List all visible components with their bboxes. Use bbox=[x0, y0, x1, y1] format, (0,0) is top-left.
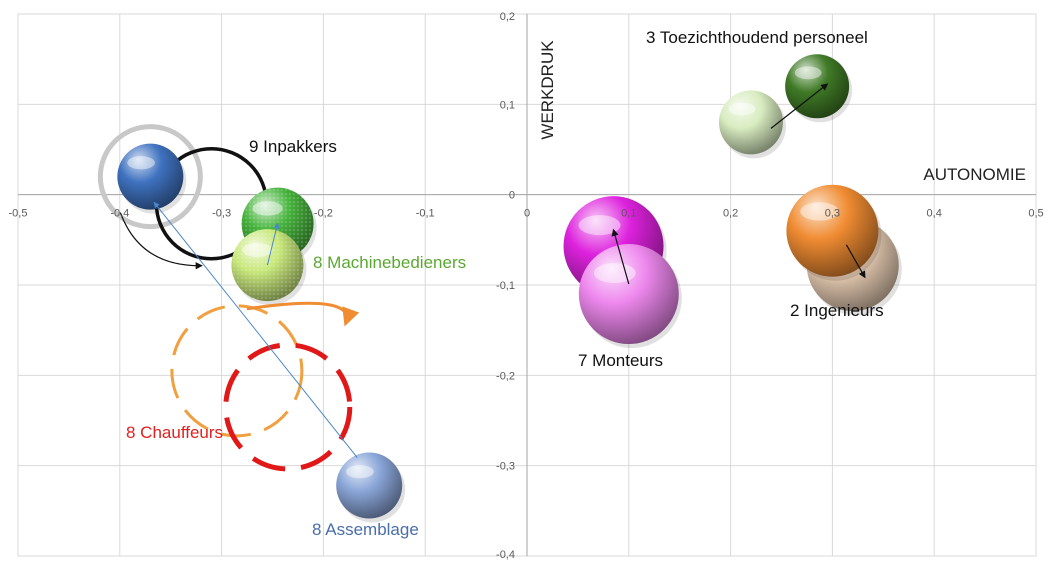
x-tick-label: -0,3 bbox=[212, 208, 231, 220]
x-tick-label: -0,2 bbox=[314, 208, 333, 220]
x-tick-label: 0,1 bbox=[621, 208, 636, 220]
x-tick-label: 0,3 bbox=[825, 208, 840, 220]
arrow-assemblage bbox=[153, 201, 358, 458]
y-tick-label: 0,2 bbox=[500, 11, 515, 23]
x-tick-label: 0,2 bbox=[723, 208, 738, 220]
arrow-machinebedieners bbox=[266, 222, 280, 266]
axes bbox=[18, 14, 1036, 556]
group-label: 8 Chauffeurs bbox=[126, 423, 223, 442]
bubble-toezicht-from bbox=[718, 90, 786, 159]
y-tick-label: 0 bbox=[509, 190, 515, 202]
bubble-toezicht-to bbox=[785, 54, 853, 123]
x-tick-label: 0,5 bbox=[1028, 208, 1043, 220]
ring-inpakkers-from bbox=[97, 124, 203, 230]
group-label: 3 Toezichthoudend personeel bbox=[646, 28, 868, 47]
tick-labels: -0,5 -0,4 -0,3 -0,2 -0,1 0 0,1 0,2 0,3 0,4 0,5 0,2 0… bbox=[9, 11, 1044, 561]
x-tick-label: -0,1 bbox=[416, 208, 435, 220]
x-tick-label: 0,4 bbox=[927, 208, 942, 220]
arrows bbox=[119, 83, 866, 458]
bubble-inpakkers bbox=[117, 143, 187, 214]
group-label: 9 Inpakkers bbox=[249, 137, 337, 156]
group-label: 7 Monteurs bbox=[578, 351, 663, 370]
ring-chauffeurs-to bbox=[223, 342, 353, 472]
x-axis-title: AUTONOMIE bbox=[923, 165, 1026, 184]
arrow-chauffeurs bbox=[246, 301, 360, 327]
arrow-toezicht bbox=[770, 83, 829, 129]
y-tick-label: -0,3 bbox=[496, 461, 515, 473]
bubble-monteurs-from bbox=[578, 244, 682, 349]
x-tick-label: -0,4 bbox=[110, 208, 129, 220]
bubble-assemblage bbox=[336, 452, 406, 523]
bubble-ingenieurs-from bbox=[786, 184, 882, 281]
y-tick-label: 0,1 bbox=[500, 99, 515, 111]
y-tick-label: -0,1 bbox=[496, 280, 515, 292]
ring-chauffeurs-from bbox=[170, 304, 304, 438]
arrow-inpakkers bbox=[119, 212, 203, 270]
y-axis-title: WERKDRUK bbox=[538, 40, 557, 140]
group-label: 2 Ingenieurs bbox=[790, 301, 884, 320]
x-tick-label: -0,5 bbox=[9, 208, 28, 220]
y-tick-label: -0,4 bbox=[496, 549, 515, 561]
group-label: 8 Machinebedieners bbox=[313, 253, 466, 272]
group-labels: 9 Inpakkers 8 Machinebedieners 8 Chauffeur… bbox=[126, 28, 884, 539]
x-tick-label: 0 bbox=[524, 208, 530, 220]
group-label: 8 Assemblage bbox=[312, 520, 419, 539]
arrow-ingenieurs bbox=[845, 244, 866, 279]
arrow-monteurs bbox=[611, 228, 630, 285]
y-tick-label: -0,2 bbox=[496, 370, 515, 382]
